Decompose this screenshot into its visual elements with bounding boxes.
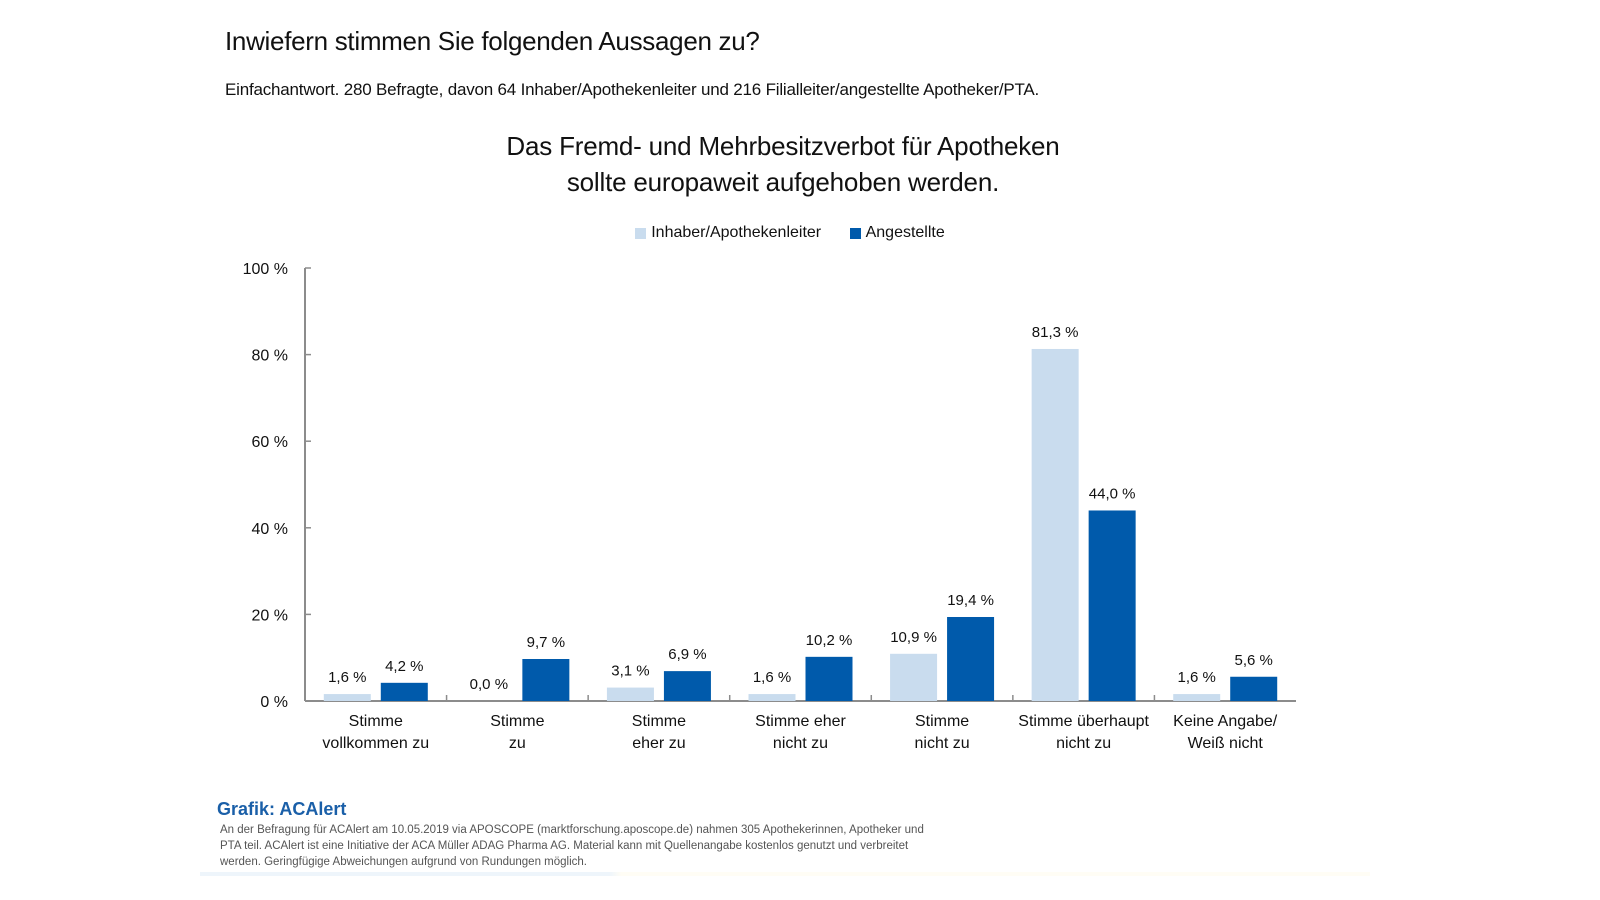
y-tick-label: 40 % [252, 521, 288, 538]
category-label: Stimme eher [755, 713, 846, 730]
bar-angestellte [805, 656, 853, 701]
category-label: Stimme [915, 713, 969, 730]
legend-item-angestellte: Angestellte [849, 224, 945, 242]
bar-angestellte [522, 658, 570, 701]
bar-angestellte [1088, 510, 1136, 701]
data-label-inhaber: 1,6 % [328, 669, 366, 686]
y-tick-label: 80 % [252, 348, 288, 365]
category-label: nicht zu [773, 735, 828, 752]
chart-title-line-1: Das Fremd- und Mehrbesitzverbot für Apot… [506, 131, 1060, 161]
legend-swatch-angestellte [849, 227, 861, 239]
y-tick-label: 100 % [243, 261, 288, 278]
bar-inhaber [323, 694, 371, 701]
category-label: Weiß nicht [1188, 735, 1264, 752]
bar-chart: 0 % 20 % 40 % 60 % 80 % 100 % 1,6 % 4,2 % Stimme… [243, 261, 1296, 752]
bar-angestellte [947, 616, 995, 701]
data-label-angestellte: 44,0 % [1089, 485, 1136, 502]
legend-swatch-inhaber [635, 227, 647, 239]
bar-angestellte [663, 671, 711, 701]
legend-label-inhaber: Inhaber/Apothekenleiter [651, 224, 822, 241]
category-label: nicht zu [1056, 735, 1111, 752]
chart-title: Das Fremd- und Mehrbesitzverbot für Apot… [400, 128, 1166, 200]
data-label-inhaber: 10,9 % [890, 629, 937, 646]
data-label-angestellte: 4,2 % [385, 658, 423, 675]
category-label: nicht zu [915, 735, 970, 752]
legend-label-angestellte: Angestellte [865, 224, 945, 241]
source-title: Grafik: ACAlert [217, 799, 347, 819]
data-label-angestellte: 5,6 % [1235, 652, 1273, 669]
bar-inhaber [748, 694, 796, 701]
category-label: Stimme [490, 713, 544, 730]
data-label-angestellte: 19,4 % [947, 592, 994, 609]
chart-title-line-2: sollte europaweit aufgehoben werden. [566, 167, 1000, 197]
source-note: An der Befragung für ACAlert am 10.05.20… [220, 824, 924, 868]
page-title: Inwiefern stimmen Sie folgenden Aussagen… [225, 26, 760, 56]
bar-inhaber [1031, 348, 1079, 701]
bar-inhaber [606, 687, 654, 701]
y-tick-label: 20 % [252, 607, 288, 624]
chart-legend: Inhaber/Apothekenleiter Angestellte [0, 224, 1580, 244]
bar-angestellte [380, 682, 428, 701]
data-label-inhaber: 1,6 % [1178, 669, 1216, 686]
category-label: eher zu [632, 735, 685, 752]
data-label-inhaber: 0,0 % [470, 676, 508, 693]
page-subtitle: Einfachantwort. 280 Befragte, davon 64 I… [225, 80, 1040, 99]
data-label-inhaber: 81,3 % [1032, 324, 1079, 341]
bar-inhaber [1173, 694, 1221, 701]
category-label: Stimme überhaupt [1018, 713, 1149, 730]
bar-angestellte [1230, 676, 1278, 701]
data-label-angestellte: 10,2 % [806, 632, 853, 649]
category-label: Stimme [349, 713, 403, 730]
data-label-angestellte: 6,9 % [668, 646, 706, 663]
legend-item-inhaber: Inhaber/Apothekenleiter [635, 224, 821, 242]
category-label: zu [509, 735, 526, 752]
y-tick-label: 0 % [260, 694, 288, 711]
bar-inhaber [890, 653, 938, 701]
category-label: vollkommen zu [322, 735, 429, 752]
y-tick-label: 60 % [252, 434, 288, 451]
data-label-inhaber: 3,1 % [611, 663, 649, 680]
data-label-angestellte: 9,7 % [527, 634, 565, 651]
category-label: Stimme [632, 713, 686, 730]
data-label-inhaber: 1,6 % [753, 669, 791, 686]
bottom-strip [200, 872, 1370, 876]
category-label: Keine Angabe/ [1173, 713, 1278, 730]
